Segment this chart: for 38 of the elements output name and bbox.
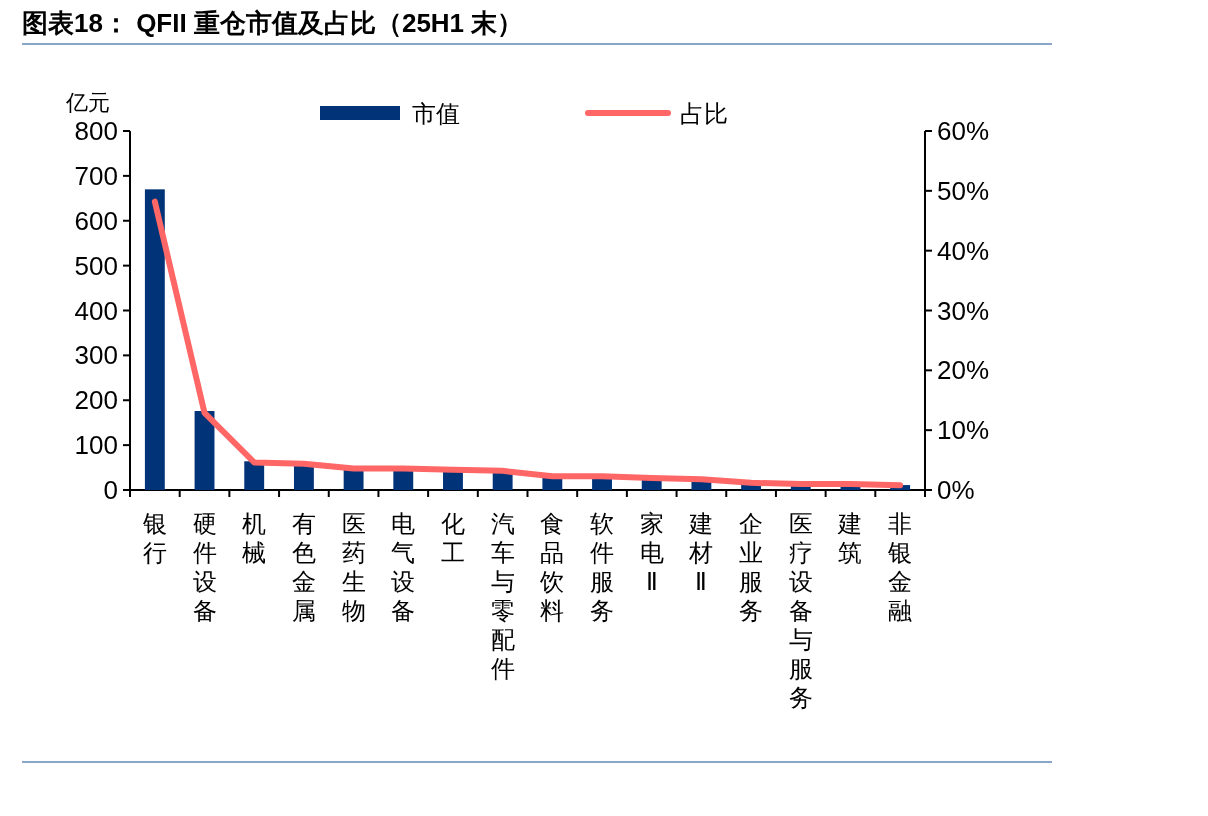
y-tick-label: 0 xyxy=(103,475,118,505)
x-tick-label: 家电Ⅱ xyxy=(639,511,664,595)
y2-tick-label: 30% xyxy=(937,295,990,326)
y2-tick-label: 10% xyxy=(937,415,990,446)
x-tick-label: 建筑 xyxy=(837,511,863,566)
y-tick-label: 700 xyxy=(74,160,118,191)
y-tick-label: 400 xyxy=(74,295,118,326)
x-tick-label: 有色金属 xyxy=(291,511,316,624)
x-tick-label: 硬件设备 xyxy=(192,511,217,624)
y-tick-label: 100 xyxy=(74,430,118,461)
y-tick-label: 800 xyxy=(74,116,118,146)
x-tick-label: 软件服务 xyxy=(590,511,615,624)
y2-tick-label: 20% xyxy=(937,355,990,386)
y2-tick-label: 50% xyxy=(937,175,990,206)
x-tick-label: 非银金融 xyxy=(887,511,913,624)
y2-tick-label: 40% xyxy=(937,235,990,266)
bar xyxy=(144,189,165,490)
legend-label: 市值 xyxy=(412,101,460,127)
y-axis-title: 亿元 xyxy=(65,90,110,115)
y2-tick-label: 0% xyxy=(937,475,975,505)
x-tick-label: 企业服务 xyxy=(739,511,764,624)
x-tick-label: 化工 xyxy=(440,511,465,566)
x-tick-label: 医药生物 xyxy=(341,511,366,624)
y-tick-label: 300 xyxy=(74,340,118,371)
x-tick-label: 机械 xyxy=(242,511,267,566)
bar xyxy=(194,411,215,490)
x-tick-label: 银行 xyxy=(141,511,167,566)
x-tick-label: 电气设备 xyxy=(391,511,416,624)
x-tick-label: 建材Ⅱ xyxy=(688,511,714,595)
legend-label: 占比 xyxy=(680,101,728,127)
y-tick-label: 200 xyxy=(74,385,118,416)
x-tick-label: 汽车与零配件 xyxy=(490,511,515,682)
x-tick-label: 医疗设备与服务 xyxy=(788,511,813,711)
y-tick-label: 600 xyxy=(74,205,118,236)
y2-tick-label: 60% xyxy=(937,116,990,146)
x-tick-label: 食品饮料 xyxy=(539,511,565,624)
y-tick-label: 500 xyxy=(74,250,118,281)
chart-title: 图表18： QFII 重仓市值及占比（25H1 末） xyxy=(22,8,524,38)
